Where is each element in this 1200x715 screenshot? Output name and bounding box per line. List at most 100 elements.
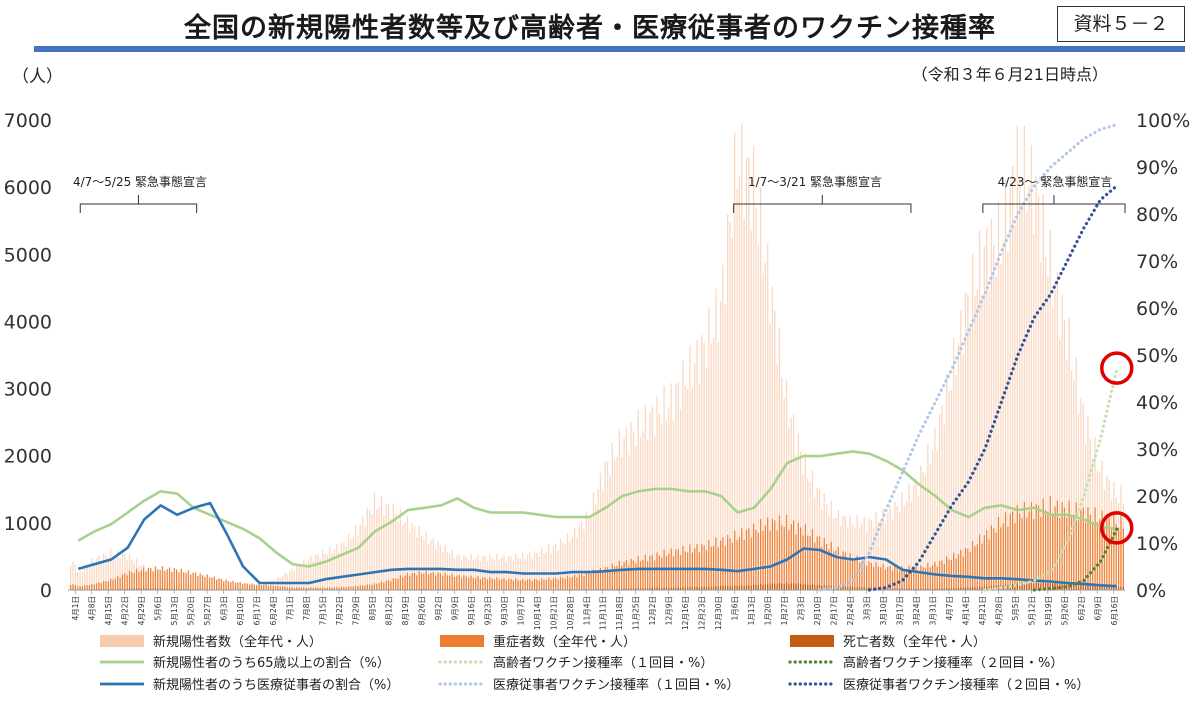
bar (93, 562, 95, 590)
y-left-tick-label: 7000 (4, 110, 52, 132)
bar (479, 561, 482, 590)
bar (225, 579, 227, 590)
bar (592, 492, 595, 590)
y-left-tick-label: 2000 (4, 446, 52, 468)
legend-label: 高齢者ワクチン接種率（１回目・%） (493, 655, 713, 671)
bar (305, 587, 307, 590)
bar (658, 413, 661, 590)
bar (654, 435, 656, 590)
bar (950, 389, 953, 590)
bar (675, 587, 677, 590)
bar (988, 539, 990, 590)
bar (437, 588, 439, 590)
bar (409, 532, 411, 590)
bar (1026, 517, 1028, 590)
bar (145, 571, 147, 590)
bar (227, 581, 230, 590)
bar (1042, 582, 1044, 590)
bar (710, 586, 712, 590)
legend-item: 医療従事者ワクチン接種率（２回目・%） (788, 677, 1089, 693)
bar (81, 586, 84, 590)
bar (920, 565, 922, 590)
bar (694, 362, 696, 590)
x-tick-label: 12月16日 (681, 596, 690, 630)
x-tick-label: 5月6日 (154, 596, 163, 621)
bar (81, 571, 84, 590)
bar (519, 580, 522, 590)
bar (206, 574, 208, 590)
bar (354, 585, 357, 590)
bar (154, 588, 157, 590)
bar (559, 539, 562, 590)
bar (543, 579, 545, 590)
bar (536, 552, 538, 590)
bar (1042, 498, 1044, 590)
bar (621, 565, 623, 590)
bar (411, 573, 413, 590)
bar (788, 530, 790, 590)
bar (1059, 517, 1061, 590)
bar (738, 586, 741, 590)
bar (927, 563, 929, 590)
bar (571, 537, 573, 590)
bar (420, 573, 423, 590)
bar (590, 515, 592, 590)
bar (581, 573, 583, 590)
bar (74, 565, 77, 590)
bar (705, 368, 708, 590)
bar (938, 414, 941, 590)
bar (164, 570, 166, 590)
bar (157, 588, 159, 590)
bar (613, 566, 616, 590)
bar (498, 579, 500, 590)
bar (114, 578, 117, 590)
bar (665, 587, 668, 590)
bar (990, 585, 993, 590)
bar (303, 559, 305, 590)
bar (908, 588, 910, 590)
bar (1054, 582, 1056, 590)
x-tick-label: 2月24日 (846, 596, 855, 625)
bar (1047, 583, 1049, 590)
bar (406, 573, 409, 590)
bar (769, 530, 771, 590)
bar (595, 504, 597, 590)
bar (962, 556, 964, 590)
bar (536, 579, 538, 590)
x-tick-label: 11月4日 (582, 596, 591, 625)
bar (1066, 517, 1068, 590)
bar (86, 566, 88, 590)
bar (371, 584, 373, 590)
bar (411, 523, 413, 590)
bar (964, 548, 967, 590)
x-tick-label: 1月13日 (747, 596, 756, 625)
legend-item: 医療従事者ワクチン接種率（１回目・%） (438, 677, 739, 693)
bar (967, 587, 969, 590)
bar (362, 516, 364, 590)
bar (613, 459, 616, 590)
bar (672, 420, 675, 590)
bar (1021, 205, 1023, 590)
bar (731, 237, 734, 590)
bar (661, 424, 663, 590)
bar (644, 404, 646, 590)
y-right-tick-label: 70% (1136, 251, 1178, 273)
bar (748, 585, 750, 590)
bar (621, 457, 623, 590)
emergency-annotation: 4/7～5/25 緊急事態宣言 (73, 174, 207, 213)
bar (425, 570, 427, 590)
bar (948, 588, 950, 590)
bar (762, 273, 764, 590)
bar (755, 585, 757, 590)
bar (114, 555, 117, 590)
bar (112, 555, 114, 590)
x-tick-label: 8月12日 (384, 596, 393, 625)
bar (658, 555, 661, 590)
bar (545, 551, 547, 590)
bar (362, 585, 364, 590)
bar (581, 521, 583, 590)
bar (1070, 370, 1073, 590)
bar (105, 554, 107, 590)
bar (696, 586, 698, 590)
annotation-bracket (733, 195, 912, 213)
